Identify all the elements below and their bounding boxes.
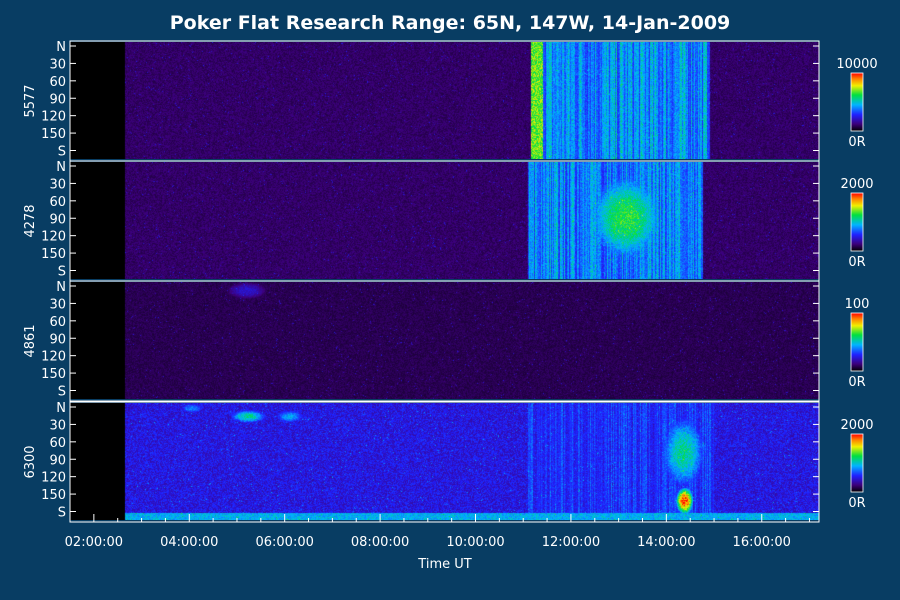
y-tick-label: 150: [41, 127, 66, 142]
y-tick-label: 120: [41, 350, 66, 365]
y-tick-label: N: [56, 280, 66, 295]
panel-frame: [69, 280, 820, 402]
x-tick-label: 08:00:00: [351, 535, 409, 550]
panel-6300: N 30 60 90 120 150 S 6300 2000 0R: [23, 401, 874, 523]
y-tick-label: S: [58, 385, 66, 400]
y-tick-label: S: [58, 506, 66, 521]
y-tick-label: 60: [49, 315, 66, 330]
y-tick-label: 90: [49, 212, 66, 227]
colorbar: [850, 433, 864, 493]
y-tick-label: 30: [49, 57, 66, 72]
x-tick-label: 16:00:00: [733, 535, 791, 550]
x-tick-label: 12:00:00: [542, 535, 600, 550]
y-tick-label: 150: [41, 488, 66, 503]
panel-label: 6300: [23, 445, 38, 478]
colorbar-max-label: 100: [845, 297, 870, 312]
panel-frame: [69, 401, 820, 523]
y-tick-label: 120: [41, 110, 66, 125]
panel-4861: N 30 60 90 120 150 S 4861 100 0R: [23, 280, 870, 402]
panels-group: N 30 60 90 120 150 S 5577 10000 0R N 30 60 90 120 150 S 4…: [23, 40, 878, 523]
colorbar-max-label: 2000: [840, 177, 873, 192]
y-tick-label: 30: [49, 418, 66, 433]
panel-label: 5577: [23, 84, 38, 117]
x-tick-label: 02:00:00: [65, 535, 123, 550]
x-axis-label: Time UT: [417, 557, 471, 572]
colorbar: [850, 72, 864, 132]
heatmap-5577: [70, 42, 819, 159]
x-tick-label: 04:00:00: [160, 535, 218, 550]
chart-title: Poker Flat Research Range: 65N, 147W, 14…: [170, 12, 731, 34]
y-tick-label: 60: [49, 75, 66, 90]
x-tick-label: 06:00:00: [255, 535, 313, 550]
y-tick-label: 120: [41, 471, 66, 486]
heatmap-4278: [70, 162, 819, 279]
y-tick-label: 30: [49, 177, 66, 192]
y-tick-label: 90: [49, 332, 66, 347]
y-tick-label: N: [56, 160, 66, 175]
y-tick-label: 120: [41, 230, 66, 245]
y-tick-label: 90: [49, 453, 66, 468]
y-tick-label: N: [56, 40, 66, 55]
y-tick-label: S: [58, 265, 66, 280]
colorbar-min-label: 0R: [848, 135, 865, 150]
panel-label: 4278: [23, 204, 38, 237]
colorbar: [850, 312, 864, 372]
panel-5577: N 30 60 90 120 150 S 5577 10000 0R: [23, 40, 878, 162]
y-tick-label: 60: [49, 436, 66, 451]
y-tick-label: S: [58, 145, 66, 160]
y-tick-label: 30: [49, 297, 66, 312]
panel-4278: N 30 60 90 120 150 S 4278 2000 0R: [23, 160, 874, 282]
y-tick-label: 60: [49, 195, 66, 210]
panel-label: 4861: [23, 324, 38, 357]
y-tick-label: 90: [49, 92, 66, 107]
colorbar-min-label: 0R: [848, 375, 865, 390]
y-tick-label: N: [56, 401, 66, 416]
colorbar-max-label: 2000: [840, 418, 873, 433]
time-axis: 02:00:00 04:00:00 06:00:00 08:00:00 10:00:00…: [65, 514, 810, 550]
x-tick-label: 14:00:00: [637, 535, 695, 550]
colorbar-min-label: 0R: [848, 255, 865, 270]
colorbar-max-label: 10000: [836, 57, 877, 72]
x-tick-label: 10:00:00: [446, 535, 504, 550]
colorbar-min-label: 0R: [848, 496, 865, 511]
heatmap-4861: [70, 282, 819, 399]
y-tick-label: 150: [41, 247, 66, 262]
y-tick-label: 150: [41, 367, 66, 382]
heatmap-6300: [70, 403, 819, 520]
colorbar: [850, 192, 864, 252]
